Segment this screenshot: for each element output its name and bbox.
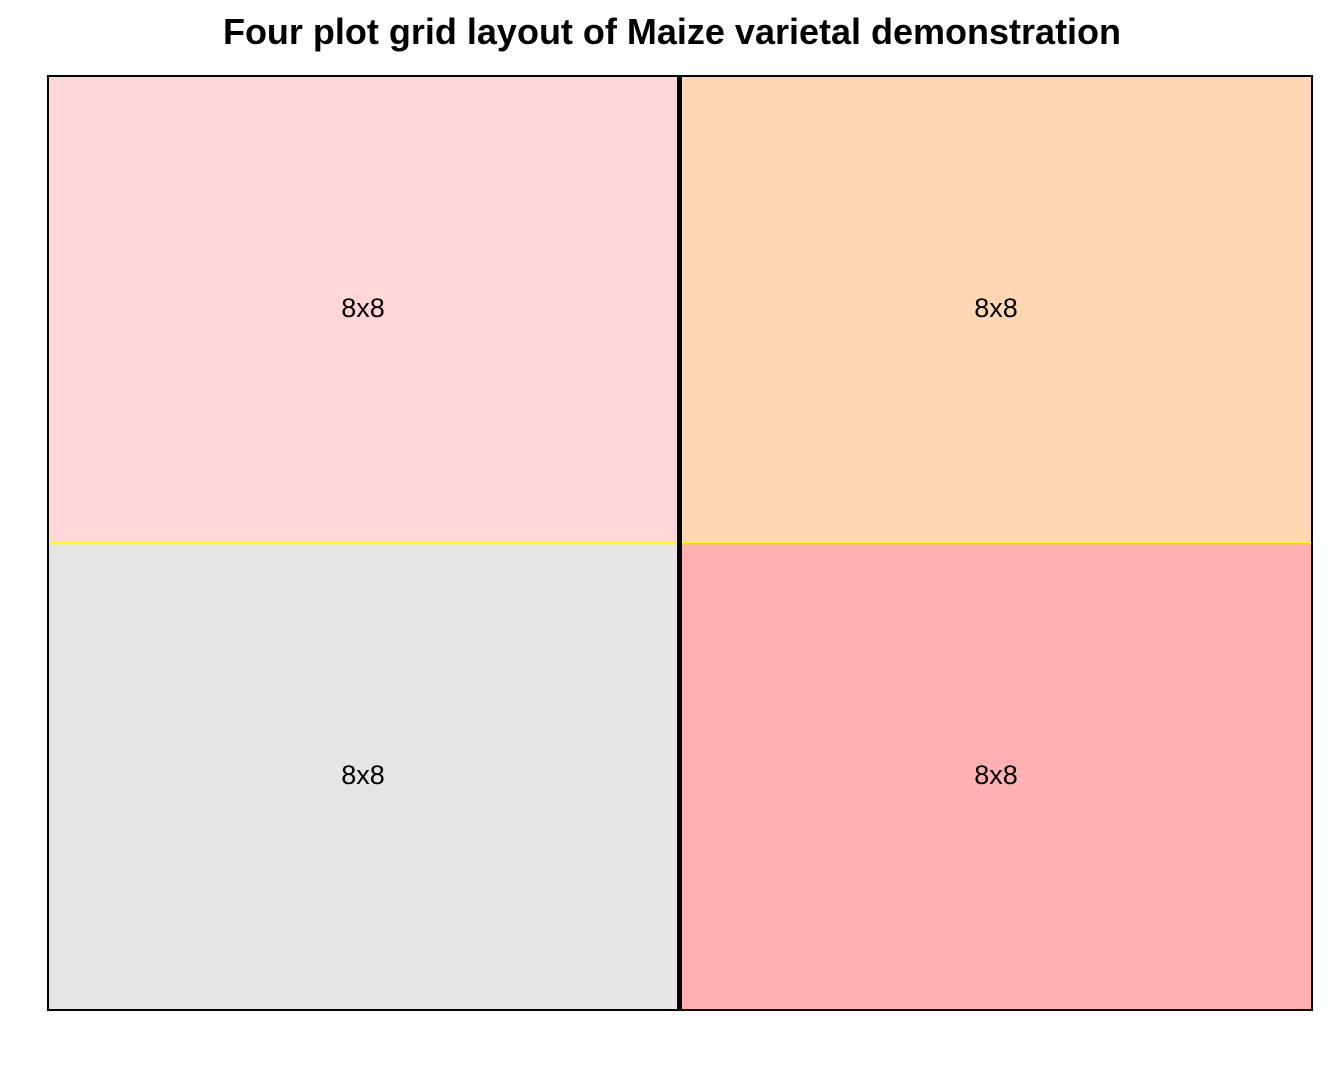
diagram-title: Four plot grid layout of Maize varietal … [222, 11, 1122, 52]
plot-label: 8x8 [974, 293, 1018, 323]
plot-cell-top-right: 8x8 [679, 75, 1313, 542]
plot-label: 8x8 [974, 760, 1018, 790]
plot-label: 8x8 [341, 293, 385, 323]
plot-label: 8x8 [341, 760, 385, 790]
plot-cell-bottom-left: 8x8 [47, 542, 679, 1009]
vertical-divider [677, 75, 682, 1010]
plot-cell-bottom-right: 8x8 [679, 542, 1313, 1009]
plot-grid: 8x8 8x8 8x8 8x8 [47, 75, 1313, 1009]
plot-cell-top-left: 8x8 [47, 75, 679, 542]
